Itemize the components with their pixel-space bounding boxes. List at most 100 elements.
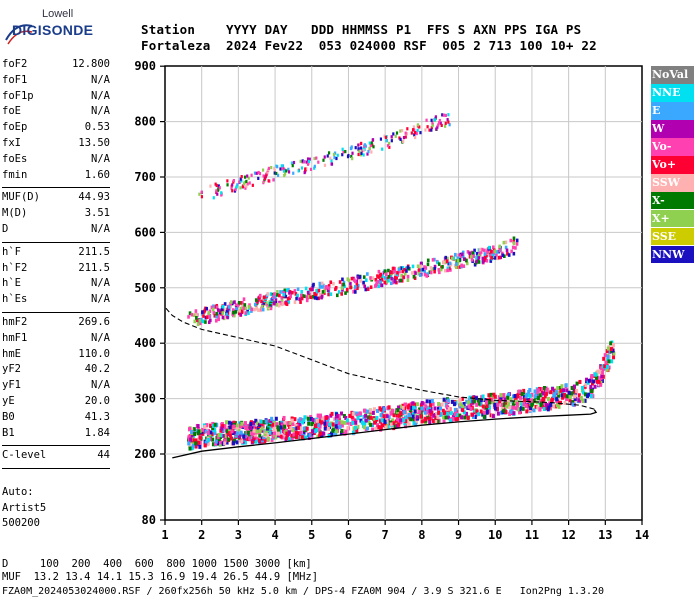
echo-point: [242, 297, 246, 301]
param-label: M(D): [2, 207, 28, 220]
echo-point: [471, 399, 475, 404]
echo-point: [364, 278, 368, 282]
echo-point: [468, 395, 472, 400]
echo-point: [356, 416, 360, 421]
echo-point: [357, 275, 360, 280]
echo-point: [583, 398, 587, 403]
echo-point: [328, 422, 332, 427]
echo-point: [201, 319, 205, 324]
echo-point: [510, 249, 513, 254]
echo-point: [458, 258, 461, 263]
param-row: h`F2 211.5: [2, 262, 110, 278]
echo-point: [563, 400, 567, 405]
echo-point: [578, 379, 582, 384]
echo-point: [277, 431, 281, 436]
echo-point: [577, 393, 581, 398]
echo-point: [518, 407, 522, 412]
x-tick-label: 3: [235, 528, 242, 542]
echo-point: [441, 113, 444, 117]
echo-point: [316, 413, 320, 418]
echo-point: [595, 379, 599, 384]
echo-point: [335, 156, 338, 161]
echo-point: [394, 275, 397, 280]
param-value: 12.800: [72, 58, 110, 70]
echo-point: [377, 275, 381, 279]
echo-point: [435, 127, 438, 131]
echo-point: [217, 187, 220, 191]
echo-point: [392, 132, 395, 136]
echo-point: [368, 146, 371, 150]
echo-point: [481, 412, 485, 417]
echo-point: [246, 182, 249, 186]
echo-point: [244, 306, 247, 311]
echo-point: [342, 414, 346, 419]
echo-point: [253, 302, 257, 307]
echo-point: [350, 276, 354, 281]
echo-point: [283, 424, 287, 429]
echo-point: [369, 422, 373, 427]
echo-point: [405, 419, 409, 424]
echo-point: [438, 118, 441, 123]
echo-point: [197, 429, 201, 434]
echo-point: [539, 387, 543, 392]
echo-point: [462, 401, 466, 406]
echo-point: [408, 407, 412, 412]
echo-point: [602, 356, 606, 361]
echo-point: [446, 118, 449, 122]
echo-point: [281, 423, 285, 428]
echo-point: [466, 250, 470, 254]
echo-point: [230, 429, 234, 434]
echo-point: [326, 421, 330, 426]
echo-point: [517, 389, 521, 394]
echo-point: [342, 280, 346, 285]
echo-point: [318, 281, 322, 286]
echo-point: [323, 155, 326, 159]
echo-point: [462, 257, 466, 261]
echo-point: [209, 423, 213, 428]
echo-point: [323, 288, 327, 292]
echo-point: [305, 298, 309, 303]
param-row: yE 20.0: [2, 395, 110, 411]
echo-point: [300, 420, 304, 425]
echo-point: [568, 398, 572, 403]
echo-point: [388, 145, 391, 149]
echo-point: [552, 392, 556, 397]
logo-lowell-text: Lowell: [42, 8, 74, 20]
echo-point: [245, 179, 248, 184]
echo-point: [239, 177, 242, 181]
echo-point: [269, 306, 273, 311]
echo-point: [589, 378, 593, 383]
echo-point: [234, 310, 238, 314]
param-value: 211.5: [78, 245, 110, 258]
echo-point: [337, 290, 341, 294]
echo-point: [270, 416, 274, 421]
echo-point: [444, 124, 447, 128]
echo-point: [210, 305, 214, 310]
echo-point: [313, 292, 316, 296]
echo-point: [434, 412, 438, 417]
echo-point: [406, 278, 410, 283]
echo-point: [516, 393, 520, 398]
echo-point: [485, 258, 489, 263]
echo-point: [287, 300, 291, 304]
echo-point: [509, 238, 513, 243]
echo-point: [398, 136, 401, 140]
echo-point: [356, 286, 359, 291]
echo-point: [220, 312, 223, 316]
echo-point: [532, 408, 536, 413]
echo-point: [313, 164, 316, 168]
param-value: 40.2: [84, 363, 110, 376]
y-tick-label: 400: [134, 336, 156, 350]
echo-point: [573, 394, 577, 399]
echo-point: [312, 282, 315, 287]
echo-point: [215, 318, 218, 323]
echo-point: [425, 399, 429, 404]
echo-point: [231, 189, 234, 193]
echo-point: [399, 418, 403, 423]
echo-point: [508, 399, 512, 404]
y-tick-label: 600: [134, 225, 156, 239]
echo-point: [215, 183, 218, 188]
echo-point: [254, 298, 258, 302]
echo-point: [309, 435, 313, 440]
echo-point: [350, 154, 353, 159]
